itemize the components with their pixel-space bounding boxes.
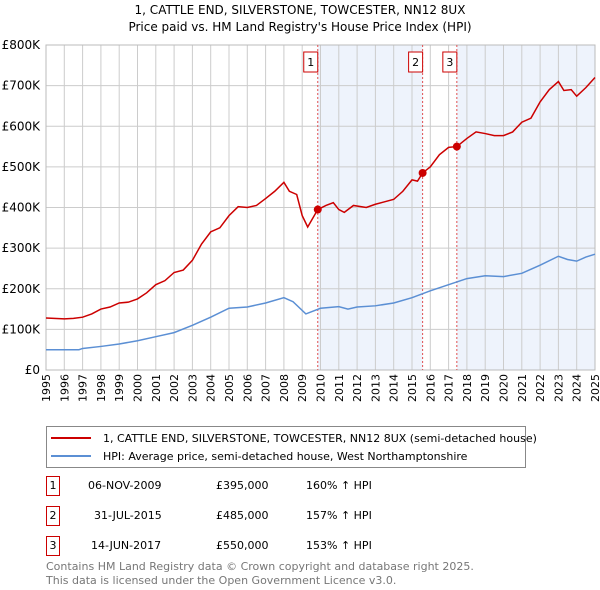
x-tick-label: 2010 <box>315 374 328 402</box>
sale-label: 1 <box>307 56 314 69</box>
chart-subtitle: Price paid vs. HM Land Registry's House … <box>128 20 471 34</box>
y-tick-label: £400K <box>2 201 42 215</box>
x-tick-label: 2017 <box>443 374 456 402</box>
x-tick-label: 2021 <box>516 374 529 402</box>
chart-title: 1, CATTLE END, SILVERSTONE, TOWCESTER, N… <box>135 3 466 17</box>
x-tick-label: 2014 <box>388 374 401 402</box>
x-tick-label: 2004 <box>205 374 218 402</box>
plot-frame <box>45 44 596 371</box>
sale-row: 2 31-JUL-2015 £485,000 157% ↑ HPI <box>46 506 446 526</box>
x-tick-label: 1997 <box>77 374 90 402</box>
x-tick-label: 1996 <box>58 374 71 402</box>
x-tick-label: 2022 <box>534 374 547 402</box>
y-tick-label: £300K <box>2 241 42 255</box>
x-tick-label: 2009 <box>296 374 309 402</box>
sale-label-box <box>303 51 319 73</box>
x-tick-label: 2023 <box>552 374 565 402</box>
x-tick-label: 2018 <box>461 374 474 402</box>
x-tick-label: 2016 <box>424 374 437 402</box>
x-tick-label: 2015 <box>406 374 419 402</box>
x-tick-label: 2000 <box>132 374 145 402</box>
x-tick-label: 2003 <box>186 374 199 402</box>
price-chart: 1, CATTLE END, SILVERSTONE, TOWCESTER, N… <box>2 3 600 402</box>
x-tick-label: 1995 <box>40 374 53 402</box>
sale-label: 3 <box>446 56 453 69</box>
sale-label: 2 <box>412 56 419 69</box>
x-tick-label: 1998 <box>95 374 108 402</box>
footer-licence: This data is licensed under the Open Gov… <box>46 574 397 587</box>
legend: 1, CATTLE END, SILVERSTONE, TOWCESTER, N… <box>46 426 537 468</box>
x-tick-label: 2006 <box>241 374 254 402</box>
sale-label-box <box>442 51 458 73</box>
x-tick-label: 2002 <box>168 374 181 402</box>
y-tick-label: £700K <box>2 79 42 93</box>
sale-point <box>452 142 461 151</box>
x-tick-label: 2011 <box>333 374 346 402</box>
x-tick-label: 2025 <box>589 374 600 402</box>
y-tick-label: £800K <box>2 38 42 52</box>
y-tick-label: £600K <box>2 119 42 133</box>
x-tick-label: 2001 <box>150 374 163 402</box>
y-tick-label: £0 <box>25 363 40 377</box>
y-tick-label: £100K <box>2 322 42 336</box>
property-price-line <box>45 76 596 320</box>
x-tick-label: 2024 <box>571 374 584 402</box>
hpi-line <box>46 253 596 351</box>
sale-row: 1 06-NOV-2009 £395,000 160% ↑ HPI <box>46 476 446 496</box>
legend-item-hpi: HPI: Average price, semi-detached house,… <box>51 448 467 464</box>
x-tick-label: 2012 <box>351 374 364 402</box>
x-tick-label: 2008 <box>278 374 291 402</box>
y-tick-label: £200K <box>2 282 42 296</box>
sale-point <box>313 205 322 214</box>
sale-row: 3 14-JUN-2017 £550,000 153% ↑ HPI <box>46 536 446 556</box>
x-tick-label: 2013 <box>369 374 382 402</box>
sale-label-box <box>408 51 424 73</box>
x-tick-label: 2019 <box>479 374 492 402</box>
legend-item-property: 1, CATTLE END, SILVERSTONE, TOWCESTER, N… <box>51 430 537 446</box>
x-tick-label: 2020 <box>498 374 511 402</box>
x-tick-label: 2005 <box>223 374 236 402</box>
footer-copyright: Contains HM Land Registry data © Crown c… <box>46 560 474 573</box>
y-tick-label: £500K <box>2 160 42 174</box>
x-tick-label: 2007 <box>260 374 273 402</box>
x-tick-label: 1999 <box>113 374 126 402</box>
sale-point <box>418 168 427 177</box>
